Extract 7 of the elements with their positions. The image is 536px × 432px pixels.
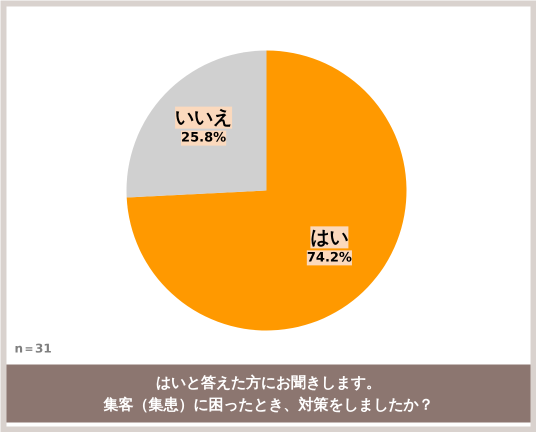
text: 集客（集患）に困ったとき、対策をしましたか？	[102, 396, 434, 414]
text: n＝31	[14, 342, 52, 356]
slice-label: はい	[310, 226, 348, 248]
data-label: 25.8%	[181, 130, 226, 146]
data-label: 74.2%	[306, 250, 352, 266]
slice-label: いいえ	[175, 106, 232, 129]
text: はいと答えた方にお聞きします。	[156, 374, 381, 392]
